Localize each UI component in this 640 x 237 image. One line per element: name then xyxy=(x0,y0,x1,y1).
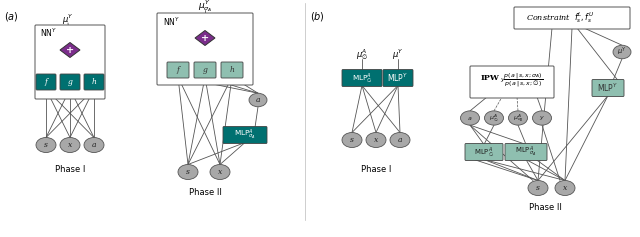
FancyBboxPatch shape xyxy=(167,62,189,78)
FancyBboxPatch shape xyxy=(60,74,80,90)
Text: s: s xyxy=(44,141,48,149)
Text: $\mu^A_{\sigma_A}$: $\mu^A_{\sigma_A}$ xyxy=(513,112,524,124)
Ellipse shape xyxy=(249,93,267,107)
Text: $\mu^Y_{\sigma_A}$: $\mu^Y_{\sigma_A}$ xyxy=(198,0,212,14)
Ellipse shape xyxy=(84,137,104,152)
Text: $\mu^Y$: $\mu^Y$ xyxy=(62,13,74,27)
Text: $\mathrm{MLP}^A_\emptyset$: $\mathrm{MLP}^A_\emptyset$ xyxy=(351,71,372,85)
Text: $y\dfrac{p(a\,|\,s,x;\sigma_A)}{p(a\,|\,s,x;\emptyset)}$: $y\dfrac{p(a\,|\,s,x;\sigma_A)}{p(a\,|\,… xyxy=(500,71,543,89)
FancyBboxPatch shape xyxy=(35,25,105,99)
Text: $(a)$: $(a)$ xyxy=(4,10,19,23)
Ellipse shape xyxy=(532,111,552,125)
FancyBboxPatch shape xyxy=(505,143,547,160)
Ellipse shape xyxy=(528,181,548,196)
Text: h: h xyxy=(92,78,97,86)
Ellipse shape xyxy=(366,132,386,147)
Ellipse shape xyxy=(484,111,504,125)
Text: f: f xyxy=(45,78,47,86)
Text: $\mathrm{NN}^Y$: $\mathrm{NN}^Y$ xyxy=(163,16,180,28)
Text: $\mu^A_\emptyset$: $\mu^A_\emptyset$ xyxy=(489,112,499,124)
Text: x: x xyxy=(68,141,72,149)
Text: Constraint  $f_s^L, f_s^U$: Constraint $f_s^L, f_s^U$ xyxy=(525,11,595,25)
Text: $\mathrm{MLP}^A_\emptyset$: $\mathrm{MLP}^A_\emptyset$ xyxy=(474,145,494,159)
Ellipse shape xyxy=(36,137,56,152)
Ellipse shape xyxy=(178,164,198,179)
Polygon shape xyxy=(195,31,215,46)
Ellipse shape xyxy=(555,181,575,196)
Text: Phase I: Phase I xyxy=(361,165,391,174)
FancyBboxPatch shape xyxy=(157,13,253,85)
Polygon shape xyxy=(60,42,80,58)
FancyBboxPatch shape xyxy=(342,69,382,87)
FancyBboxPatch shape xyxy=(383,69,413,87)
Text: f: f xyxy=(177,66,179,74)
Ellipse shape xyxy=(509,111,527,125)
Text: $y$: $y$ xyxy=(539,114,545,122)
Text: x: x xyxy=(374,136,378,144)
Text: a: a xyxy=(256,96,260,104)
Ellipse shape xyxy=(342,132,362,147)
Text: s: s xyxy=(186,168,190,176)
FancyBboxPatch shape xyxy=(221,62,243,78)
Text: $(b)$: $(b)$ xyxy=(310,10,325,23)
Ellipse shape xyxy=(60,137,80,152)
Text: $\mathrm{MLP}^A_{\sigma_A}$: $\mathrm{MLP}^A_{\sigma_A}$ xyxy=(515,145,537,159)
Text: +: + xyxy=(66,46,74,55)
FancyBboxPatch shape xyxy=(514,7,630,29)
Text: x: x xyxy=(218,168,222,176)
Text: $\mu^Y$: $\mu^Y$ xyxy=(617,46,627,58)
Text: x: x xyxy=(563,184,567,192)
Text: Phase I: Phase I xyxy=(55,165,85,174)
Text: $\mathrm{MLP}^Y$: $\mathrm{MLP}^Y$ xyxy=(597,82,619,94)
Text: g: g xyxy=(203,66,207,74)
FancyBboxPatch shape xyxy=(592,79,624,96)
Ellipse shape xyxy=(390,132,410,147)
Text: s: s xyxy=(350,136,354,144)
FancyBboxPatch shape xyxy=(470,66,554,98)
FancyBboxPatch shape xyxy=(194,62,216,78)
Text: $\mathrm{MLP}^A_{\sigma_A}$: $\mathrm{MLP}^A_{\sigma_A}$ xyxy=(234,128,256,142)
Text: Phase II: Phase II xyxy=(189,188,221,197)
Text: g: g xyxy=(68,78,72,86)
Text: s: s xyxy=(536,184,540,192)
Text: $\mathrm{MLP}^Y$: $\mathrm{MLP}^Y$ xyxy=(387,72,408,84)
Text: a: a xyxy=(92,141,96,149)
Text: Phase II: Phase II xyxy=(529,203,561,212)
FancyBboxPatch shape xyxy=(84,74,104,90)
FancyBboxPatch shape xyxy=(465,143,503,160)
Ellipse shape xyxy=(210,164,230,179)
Text: $\mathrm{NN}^Y$: $\mathrm{NN}^Y$ xyxy=(40,27,57,39)
Text: $\mu^Y$: $\mu^Y$ xyxy=(392,48,404,62)
FancyBboxPatch shape xyxy=(36,74,56,90)
Text: IPW: IPW xyxy=(481,74,499,82)
FancyBboxPatch shape xyxy=(223,127,267,143)
Ellipse shape xyxy=(613,45,631,59)
Text: h: h xyxy=(230,66,234,74)
Ellipse shape xyxy=(461,111,479,125)
Text: $a$: $a$ xyxy=(467,114,473,122)
Text: +: + xyxy=(201,33,209,42)
Text: $\mu^A_\emptyset$: $\mu^A_\emptyset$ xyxy=(356,48,368,63)
Text: a: a xyxy=(397,136,403,144)
